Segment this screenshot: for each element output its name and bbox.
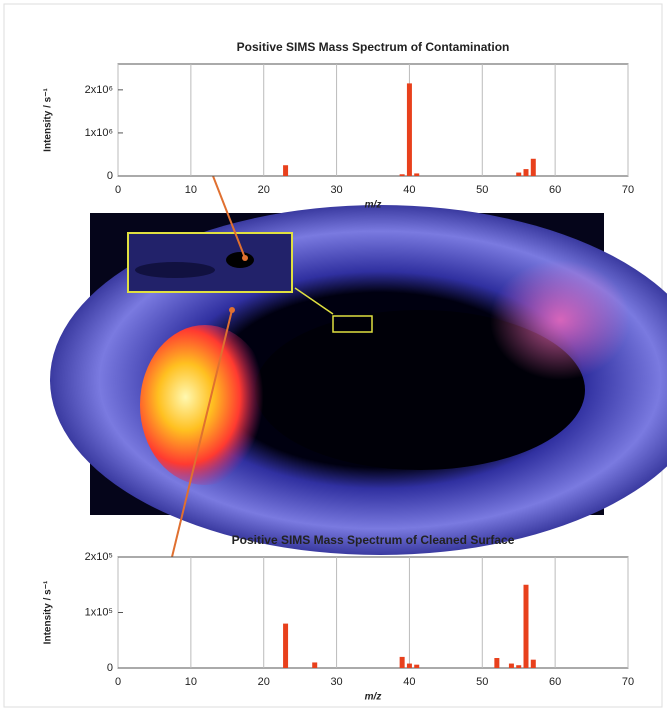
bar [399, 174, 405, 176]
bar [494, 658, 500, 668]
x-tick-label: 20 [258, 184, 270, 196]
bar [312, 662, 318, 668]
x-tick-label: 60 [549, 184, 561, 196]
bar [523, 169, 529, 176]
y-tick-label: 2x10⁶ [85, 84, 113, 96]
bar [530, 659, 536, 668]
bar [516, 665, 522, 668]
y-axis-label: Intensity / s⁻¹ [43, 88, 54, 152]
plot-area [117, 63, 629, 177]
bar [406, 83, 412, 176]
y-tick-label: 1x10⁶ [85, 127, 113, 139]
x-axis-label: m/z [365, 200, 382, 211]
chart-title: Positive SIMS Mass Spectrum of Cleaned S… [232, 533, 515, 547]
chart-title: Positive SIMS Mass Spectrum of Contamina… [237, 40, 510, 54]
x-tick-label: 10 [185, 676, 197, 688]
y-tick-label: 2x10⁵ [85, 551, 113, 563]
x-axis-label: m/z [365, 692, 382, 703]
x-tick-label: 0 [115, 184, 121, 196]
x-tick-label: 30 [330, 676, 342, 688]
x-tick-label: 40 [403, 676, 415, 688]
bar [523, 584, 529, 668]
bar [406, 663, 412, 668]
bar [283, 623, 289, 668]
y-tick-label: 0 [107, 662, 113, 674]
y-tick-label: 0 [107, 170, 113, 182]
x-tick-label: 20 [258, 676, 270, 688]
x-tick-label: 70 [622, 676, 634, 688]
bar [283, 165, 289, 176]
x-tick-label: 10 [185, 184, 197, 196]
bar [516, 172, 522, 176]
x-tick-label: 0 [115, 676, 121, 688]
x-tick-label: 60 [549, 676, 561, 688]
bar [414, 664, 420, 668]
x-tick-label: 50 [476, 184, 488, 196]
y-axis-label: Intensity / s⁻¹ [43, 580, 54, 644]
x-tick-label: 70 [622, 184, 634, 196]
bar [414, 173, 420, 176]
y-tick-label: 1x10⁵ [85, 606, 113, 618]
bar [530, 158, 536, 176]
plot-area [117, 556, 629, 669]
x-tick-label: 50 [476, 676, 488, 688]
photo [50, 175, 667, 558]
bar [399, 656, 405, 668]
bar [508, 663, 514, 668]
x-tick-label: 30 [330, 184, 342, 196]
x-tick-label: 40 [403, 184, 415, 196]
